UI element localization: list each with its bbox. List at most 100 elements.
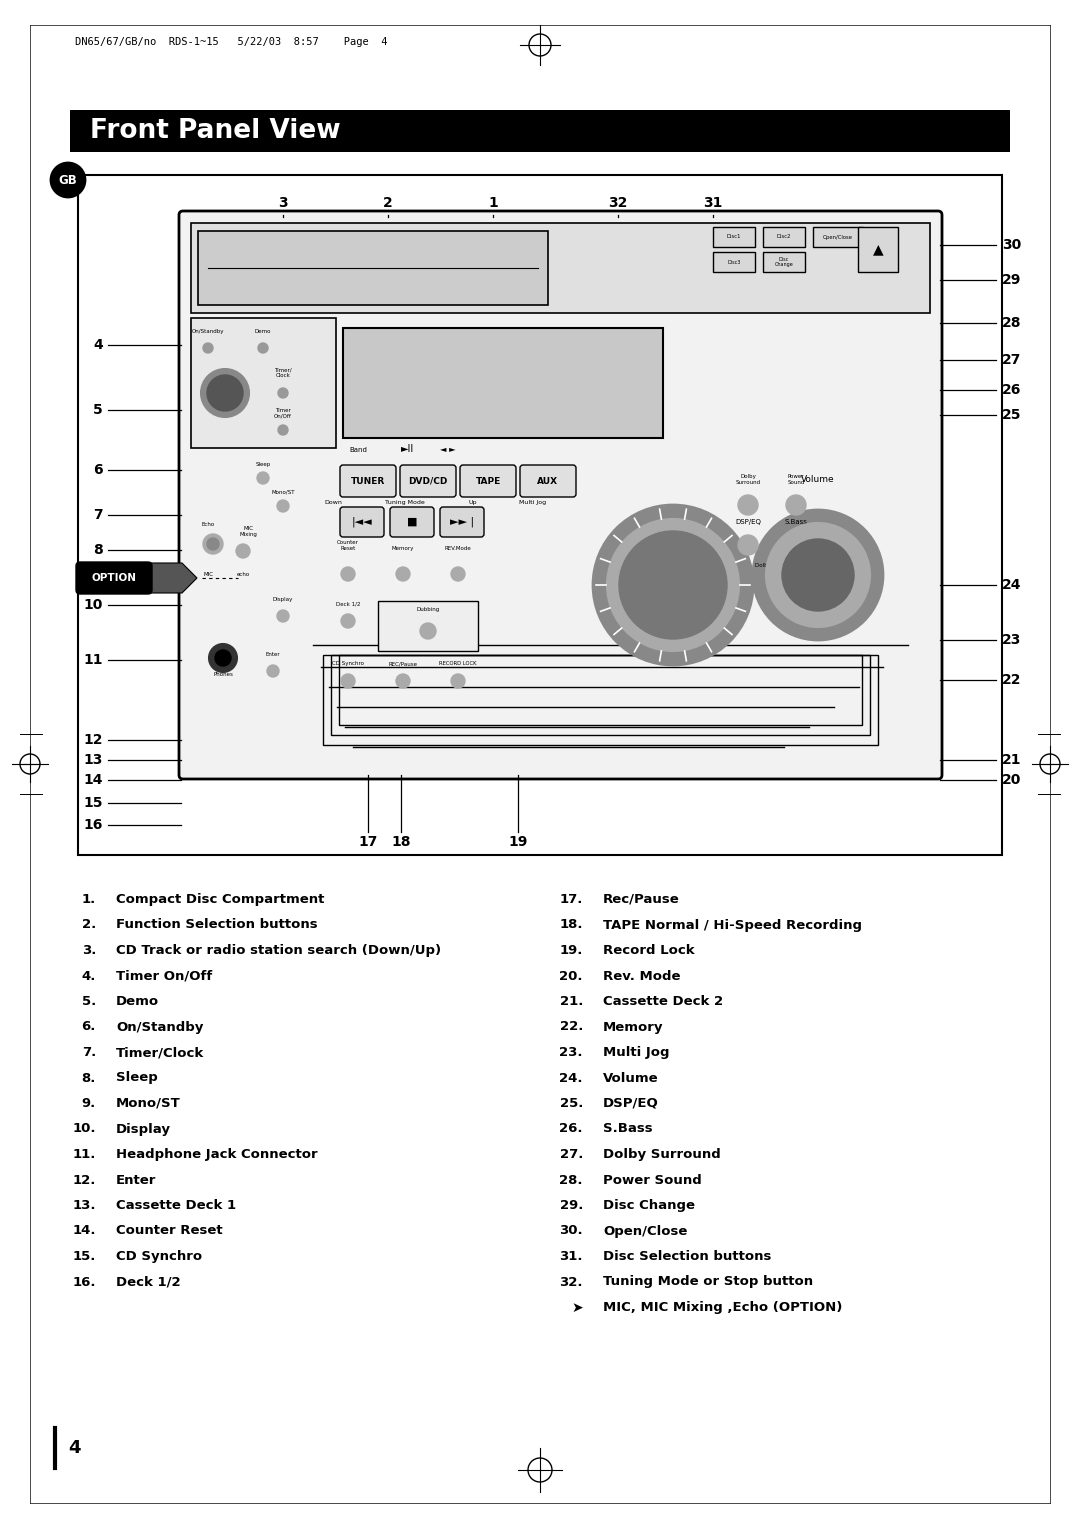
Text: 4.: 4.	[82, 969, 96, 983]
Circle shape	[258, 342, 268, 353]
Text: Function Selection buttons: Function Selection buttons	[116, 918, 318, 932]
Text: 21: 21	[1002, 753, 1022, 767]
Circle shape	[201, 368, 249, 417]
Bar	[70, 110, 1010, 151]
Circle shape	[215, 649, 231, 666]
Text: Timer On/Off: Timer On/Off	[116, 969, 213, 983]
Text: Display: Display	[273, 597, 293, 602]
Circle shape	[767, 579, 779, 591]
Bar	[198, 231, 548, 306]
Text: 10.: 10.	[72, 1123, 96, 1135]
Text: Power Sound: Power Sound	[603, 1174, 702, 1187]
Text: Headphone Jack Connector: Headphone Jack Connector	[116, 1148, 318, 1161]
Circle shape	[341, 567, 355, 581]
Text: ◄ ►: ◄ ►	[441, 445, 456, 454]
Text: 16.: 16.	[72, 1276, 96, 1288]
Text: Memory: Memory	[392, 545, 415, 552]
Text: Power
Sound: Power Sound	[787, 474, 805, 484]
Circle shape	[341, 614, 355, 628]
Text: 10: 10	[83, 597, 103, 613]
Text: Counter Reset: Counter Reset	[116, 1224, 222, 1238]
Text: Deck 1/2: Deck 1/2	[336, 601, 361, 607]
Circle shape	[420, 623, 436, 639]
Bar	[713, 252, 755, 272]
Bar	[323, 656, 878, 746]
Circle shape	[738, 495, 758, 515]
FancyBboxPatch shape	[460, 465, 516, 497]
Text: 14: 14	[83, 773, 103, 787]
Text: 4: 4	[93, 338, 103, 351]
Text: 17.: 17.	[559, 892, 583, 906]
Bar	[339, 656, 862, 724]
Text: Multi Jog: Multi Jog	[519, 500, 546, 504]
Text: Sleep: Sleep	[116, 1071, 158, 1085]
Circle shape	[786, 535, 806, 555]
Text: Demo: Demo	[116, 995, 159, 1008]
Text: ►► |: ►► |	[450, 516, 474, 527]
FancyBboxPatch shape	[519, 465, 576, 497]
Text: TAPE: TAPE	[475, 477, 501, 486]
Text: 5.: 5.	[82, 995, 96, 1008]
Circle shape	[619, 532, 727, 639]
Text: Enter: Enter	[266, 652, 281, 657]
Text: 11.: 11.	[72, 1148, 96, 1161]
Text: 1: 1	[488, 196, 498, 209]
Circle shape	[766, 523, 870, 626]
Circle shape	[607, 520, 739, 651]
Text: Disc
Change: Disc Change	[774, 257, 794, 267]
Bar	[762, 252, 805, 272]
Bar	[762, 228, 805, 248]
Text: Up: Up	[469, 500, 477, 504]
Bar	[378, 601, 478, 651]
Text: 6: 6	[93, 463, 103, 477]
Bar	[343, 329, 663, 439]
Text: Tuning Mode or Stop button: Tuning Mode or Stop button	[603, 1276, 813, 1288]
Text: Counter
Reset: Counter Reset	[337, 541, 359, 552]
Text: TAPE Normal / Hi-Speed Recording: TAPE Normal / Hi-Speed Recording	[603, 918, 862, 932]
Text: ■: ■	[407, 516, 417, 527]
Text: Rev. Mode: Rev. Mode	[603, 969, 680, 983]
Text: |◄◄: |◄◄	[352, 516, 373, 527]
Text: ➤: ➤	[571, 1300, 583, 1316]
Text: Dolby Surround: Dolby Surround	[603, 1148, 720, 1161]
Text: 32.: 32.	[559, 1276, 583, 1288]
Text: RECORD LOCK: RECORD LOCK	[440, 662, 476, 666]
Text: Enter: Enter	[116, 1174, 157, 1187]
Bar	[78, 176, 1002, 856]
Text: Front Panel View: Front Panel View	[90, 118, 340, 144]
Text: 16: 16	[83, 817, 103, 833]
Circle shape	[278, 388, 288, 397]
Circle shape	[738, 535, 758, 555]
Text: CD Track or radio station search (Down/Up): CD Track or radio station search (Down/U…	[116, 944, 441, 957]
Text: Cassette Deck 1: Cassette Deck 1	[116, 1199, 237, 1212]
Text: Multi Jog: Multi Jog	[603, 1047, 670, 1059]
FancyBboxPatch shape	[76, 562, 152, 594]
Text: DSP/EQ: DSP/EQ	[735, 520, 761, 526]
Text: 17: 17	[359, 834, 378, 850]
Text: CD Synchro: CD Synchro	[116, 1250, 202, 1264]
Text: Open/Close: Open/Close	[823, 234, 853, 240]
Text: 5: 5	[93, 403, 103, 417]
Text: 29: 29	[1002, 274, 1022, 287]
Text: Memory: Memory	[603, 1021, 663, 1033]
Text: 27.: 27.	[559, 1148, 583, 1161]
Text: 25: 25	[1002, 408, 1022, 422]
Text: 8.: 8.	[82, 1071, 96, 1085]
Text: ►II: ►II	[402, 445, 415, 454]
Text: ▲: ▲	[873, 241, 883, 257]
Circle shape	[207, 374, 243, 411]
Circle shape	[257, 472, 269, 484]
Text: 8: 8	[93, 542, 103, 558]
Text: 32: 32	[608, 196, 627, 209]
Text: 30.: 30.	[559, 1224, 583, 1238]
Text: 13: 13	[83, 753, 103, 767]
Text: On/Standby: On/Standby	[192, 329, 225, 335]
Circle shape	[782, 539, 854, 611]
Circle shape	[786, 495, 806, 515]
Text: 14.: 14.	[72, 1224, 96, 1238]
Circle shape	[203, 533, 222, 555]
Text: Volume: Volume	[603, 1071, 659, 1085]
Text: Disc Selection buttons: Disc Selection buttons	[603, 1250, 771, 1264]
Circle shape	[210, 643, 237, 672]
Text: 29.: 29.	[559, 1199, 583, 1212]
